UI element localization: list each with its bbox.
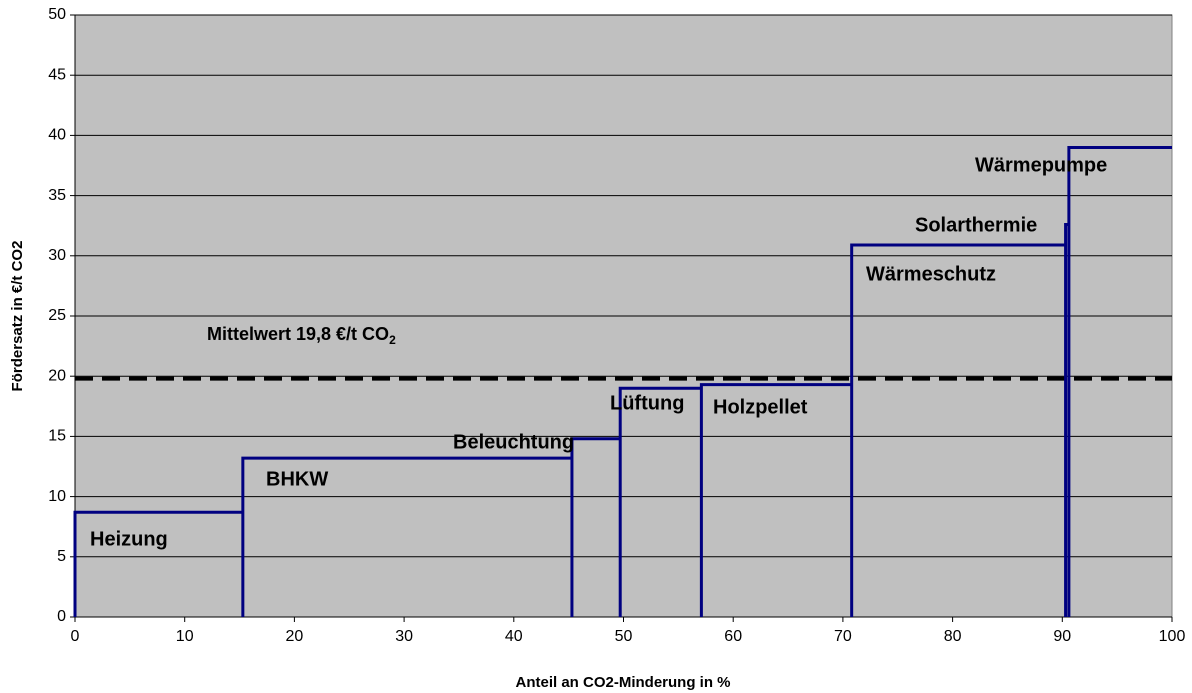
x-tick-label: 100 bbox=[1159, 628, 1186, 645]
x-tick-label: 20 bbox=[286, 628, 304, 645]
step-label: BHKW bbox=[266, 468, 328, 490]
x-tick-label: 40 bbox=[505, 628, 523, 645]
y-tick-label: 10 bbox=[48, 488, 66, 505]
step-label: Lüftung bbox=[610, 392, 684, 414]
y-tick-label: 5 bbox=[57, 548, 66, 565]
y-tick-label: 30 bbox=[48, 247, 66, 264]
x-axis-title: Anteil an CO2-Minderung in % bbox=[515, 674, 730, 691]
y-tick-label: 25 bbox=[48, 307, 66, 324]
step-label: Wärmepumpe bbox=[975, 154, 1107, 176]
x-tick-label: 90 bbox=[1053, 628, 1071, 645]
x-tick-label: 10 bbox=[176, 628, 194, 645]
step bbox=[241, 456, 572, 617]
y-axis-title: Fördersatz in €/t CO2 bbox=[9, 241, 26, 392]
mean-label-text: Mittelwert 19,8 €/t CO bbox=[207, 324, 389, 344]
y-tick-label: 15 bbox=[48, 428, 66, 445]
mean-label: Mittelwert 19,8 €/t CO2 bbox=[207, 324, 396, 347]
x-tick-label: 60 bbox=[724, 628, 742, 645]
step bbox=[1067, 145, 1172, 617]
y-tick-label: 20 bbox=[48, 367, 66, 384]
step bbox=[699, 383, 852, 617]
mean-label-sub: 2 bbox=[389, 333, 396, 347]
step bbox=[73, 510, 243, 617]
step bbox=[850, 243, 1066, 617]
step-label: Heizung bbox=[90, 528, 168, 550]
x-tick-label: 30 bbox=[395, 628, 413, 645]
y-tick-label: 50 bbox=[48, 6, 66, 23]
step-label: Holzpellet bbox=[713, 396, 808, 418]
y-tick-label: 35 bbox=[48, 187, 66, 204]
y-tick-label: 0 bbox=[57, 608, 66, 625]
y-tick-label: 45 bbox=[48, 66, 66, 83]
step bbox=[570, 437, 621, 617]
step bbox=[618, 386, 702, 617]
x-tick-label: 0 bbox=[71, 628, 80, 645]
x-tick-label: 50 bbox=[615, 628, 633, 645]
y-tick-label: 40 bbox=[48, 127, 66, 144]
step-label: Wärmeschutz bbox=[866, 263, 996, 285]
step-label: Solarthermie bbox=[915, 214, 1037, 236]
x-tick-label: 70 bbox=[834, 628, 852, 645]
x-tick-label: 80 bbox=[944, 628, 962, 645]
step-label: Beleuchtung bbox=[453, 431, 574, 453]
